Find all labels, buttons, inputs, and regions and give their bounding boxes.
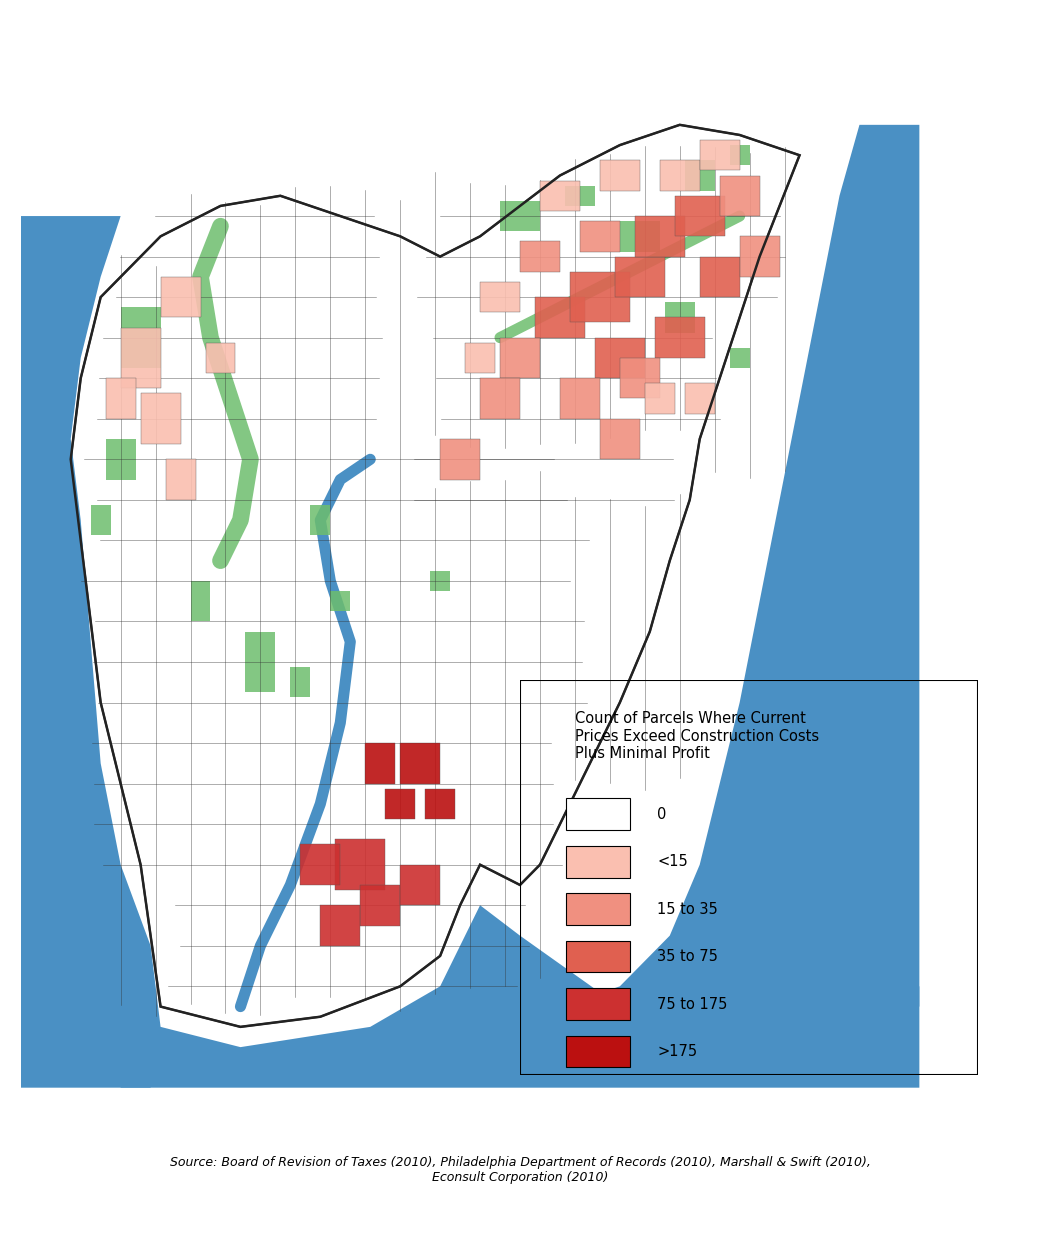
Bar xyxy=(310,504,331,535)
Bar xyxy=(335,839,385,890)
Bar xyxy=(140,393,181,444)
Bar xyxy=(566,894,630,925)
Bar xyxy=(566,1036,630,1068)
Bar xyxy=(431,571,450,591)
Bar xyxy=(440,439,480,480)
Bar xyxy=(684,383,714,414)
Bar xyxy=(535,297,584,337)
Text: <15: <15 xyxy=(657,854,688,869)
Polygon shape xyxy=(560,125,919,1006)
Bar xyxy=(595,337,645,378)
Bar xyxy=(655,318,705,358)
Bar xyxy=(620,221,659,252)
Bar xyxy=(480,378,520,419)
Text: Count of Parcels Where Current
Prices Exceed Construction Costs
Plus Minimal Pro: Count of Parcels Where Current Prices Ex… xyxy=(575,712,820,761)
Bar xyxy=(600,161,640,190)
Polygon shape xyxy=(71,125,800,1027)
Bar xyxy=(700,257,739,297)
Bar xyxy=(385,789,415,819)
Polygon shape xyxy=(121,905,919,1088)
Bar xyxy=(360,885,400,926)
Bar xyxy=(290,667,310,697)
Text: 15 to 35: 15 to 35 xyxy=(657,902,718,917)
Bar xyxy=(520,241,560,272)
Bar xyxy=(615,257,665,297)
Bar xyxy=(400,743,440,784)
Text: 0: 0 xyxy=(657,807,667,822)
Text: 35 to 75: 35 to 75 xyxy=(657,949,719,964)
Text: Source: Board of Revision of Taxes (2010), Philadelphia Department of Records (2: Source: Board of Revision of Taxes (2010… xyxy=(170,1156,870,1184)
Bar xyxy=(425,789,456,819)
Bar xyxy=(480,282,520,313)
Bar xyxy=(560,378,600,419)
Bar xyxy=(500,337,540,378)
Bar xyxy=(665,302,695,332)
Bar xyxy=(190,581,210,622)
Bar xyxy=(570,272,630,323)
Bar xyxy=(331,591,350,612)
Bar xyxy=(700,140,739,171)
Bar xyxy=(566,941,630,973)
Polygon shape xyxy=(21,216,160,1088)
Bar xyxy=(684,161,714,190)
Bar xyxy=(106,378,135,419)
Bar xyxy=(90,504,110,535)
Bar xyxy=(645,383,675,414)
Text: 75 to 175: 75 to 175 xyxy=(657,996,728,1011)
Bar xyxy=(206,342,235,373)
Bar xyxy=(320,905,360,946)
Bar xyxy=(620,358,659,398)
Bar xyxy=(540,180,580,211)
Bar xyxy=(465,342,495,373)
Bar xyxy=(720,176,759,216)
Bar xyxy=(245,632,276,692)
Bar xyxy=(121,328,160,388)
Bar xyxy=(739,236,780,277)
Bar xyxy=(301,844,340,885)
Bar xyxy=(106,439,135,480)
Bar xyxy=(580,221,620,252)
Bar xyxy=(659,161,700,190)
Text: >175: >175 xyxy=(657,1044,698,1059)
Bar xyxy=(565,185,595,206)
Bar xyxy=(566,989,630,1020)
Bar xyxy=(634,216,684,257)
Bar xyxy=(500,200,540,231)
Bar xyxy=(675,195,725,236)
Bar xyxy=(730,145,750,166)
Bar xyxy=(730,347,750,368)
Bar xyxy=(400,865,440,905)
Bar xyxy=(566,798,630,831)
Bar xyxy=(121,308,160,368)
Bar xyxy=(160,277,201,318)
Bar xyxy=(600,419,640,460)
Bar xyxy=(566,845,630,878)
Bar xyxy=(365,743,395,784)
Bar xyxy=(165,460,196,499)
